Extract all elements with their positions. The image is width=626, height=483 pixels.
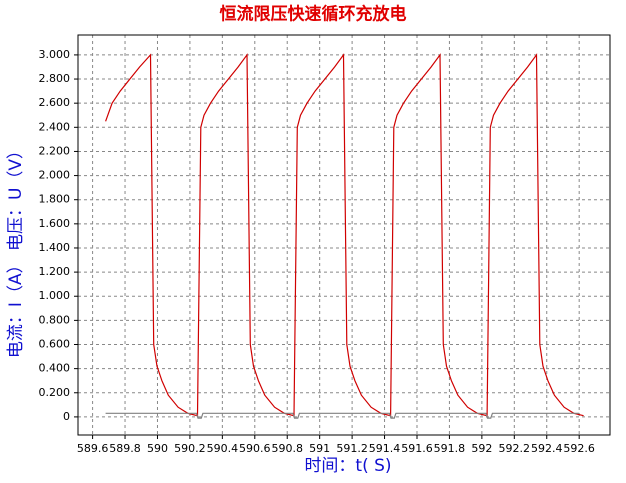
y-tick-label: 2.000 — [39, 169, 71, 182]
x-tick-label: 592 — [471, 442, 492, 455]
data-line — [105, 53, 584, 417]
chart-title: 恒流限压快速循环充放电 — [220, 4, 407, 25]
y-tick-label: 1.800 — [39, 193, 71, 206]
y-tick-label: 2.800 — [39, 72, 71, 85]
y-tick-label: 1.600 — [39, 217, 71, 230]
y-tick-label: 2.600 — [39, 96, 71, 109]
x-tick-label: 590 — [147, 442, 168, 455]
x-tick-label: 590.2 — [174, 442, 206, 455]
data-line — [105, 412, 580, 419]
x-tick-label: 589.8 — [109, 442, 141, 455]
x-tick-label: 592.6 — [563, 442, 595, 455]
y-axis-label: 电流：I（A） 电压：U（V） — [6, 142, 26, 358]
x-tick-label: 591.8 — [434, 442, 466, 455]
plot-border — [77, 34, 611, 436]
y-tick-label: 0.800 — [39, 313, 71, 326]
x-tick-label: 590.6 — [239, 442, 271, 455]
x-tick-label: 590.8 — [271, 442, 303, 455]
x-axis-label: 时间：t( S) — [304, 456, 391, 476]
y-tick-label: 3.000 — [39, 48, 71, 61]
y-tick-label: 2.400 — [39, 120, 71, 133]
x-tick-label: 591 — [309, 442, 330, 455]
x-tick-label: 590.4 — [207, 442, 239, 455]
x-tick-label: 591.4 — [369, 442, 401, 455]
x-tick-label: 592.2 — [499, 442, 531, 455]
y-tick-label: 0 — [63, 410, 70, 423]
x-tick-label: 592.4 — [531, 442, 563, 455]
x-tick-label: 591.6 — [401, 442, 433, 455]
x-tick-label: 591.2 — [336, 442, 368, 455]
y-tick-label: 1.200 — [39, 265, 71, 278]
y-tick-label: 1.400 — [39, 241, 71, 254]
y-tick-label: 0.200 — [39, 386, 71, 399]
y-tick-label: 0.600 — [39, 338, 71, 351]
y-tick-label: 0.400 — [39, 362, 71, 375]
y-tick-label: 1.000 — [39, 289, 71, 302]
x-tick-label: 589.6 — [77, 442, 109, 455]
y-tick-label: 2.200 — [39, 144, 71, 157]
